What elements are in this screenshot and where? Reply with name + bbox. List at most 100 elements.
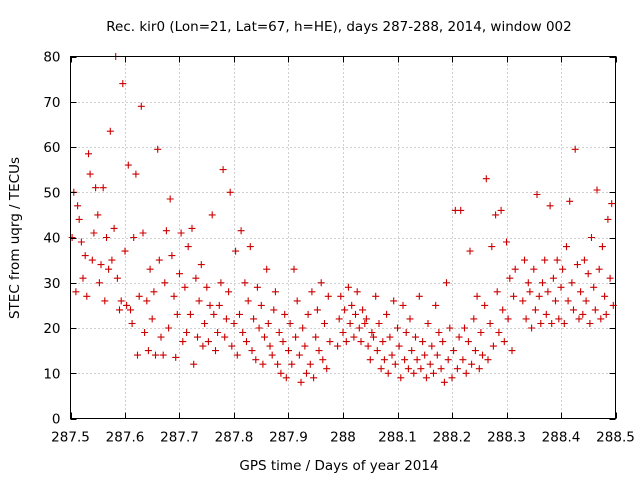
- data-point: [479, 351, 486, 359]
- data-point: [552, 297, 559, 305]
- grid-lines: [70, 56, 616, 419]
- data-point: [341, 306, 349, 314]
- data-point: [177, 229, 185, 237]
- data-point: [608, 200, 616, 208]
- data-point: [366, 356, 374, 364]
- data-point: [121, 247, 129, 255]
- data-point: [468, 360, 476, 368]
- data-point: [261, 333, 268, 341]
- data-point: [519, 297, 527, 305]
- data-point: [253, 283, 261, 291]
- data-point: [176, 270, 183, 278]
- data-point: [361, 320, 369, 327]
- data-point: [219, 166, 227, 174]
- data-point: [582, 297, 590, 305]
- x-tick-label: 287.7: [160, 430, 199, 446]
- axis-ticks: [70, 56, 617, 420]
- data-point: [397, 374, 405, 382]
- data-point: [601, 292, 609, 300]
- data-point: [103, 234, 110, 241]
- data-point: [285, 347, 292, 355]
- data-point: [306, 360, 314, 368]
- data-point: [222, 315, 230, 323]
- data-point: [370, 333, 377, 341]
- data-point: [79, 274, 87, 282]
- x-tick-label: 288.4: [542, 430, 581, 446]
- data-point: [143, 297, 151, 305]
- data-point: [419, 338, 427, 346]
- data-point: [270, 306, 278, 314]
- data-point: [199, 342, 207, 350]
- data-point: [493, 288, 501, 296]
- data-point: [461, 324, 468, 332]
- data-point: [301, 342, 309, 350]
- data-point: [208, 211, 216, 219]
- data-point: [533, 191, 541, 198]
- data-point: [77, 238, 85, 246]
- data-point: [215, 301, 223, 309]
- data-point: [435, 329, 443, 336]
- data-point: [444, 356, 452, 364]
- data-point: [457, 206, 465, 214]
- y-tick-label: 70: [43, 95, 60, 111]
- data-point: [237, 227, 245, 235]
- data-point: [380, 356, 388, 364]
- data-point: [606, 274, 614, 282]
- data-point: [161, 279, 169, 287]
- data-point: [362, 315, 370, 323]
- x-tick-label: 287.8: [215, 430, 254, 446]
- data-point: [246, 243, 254, 251]
- x-tick-label: 288: [330, 430, 356, 446]
- data-point: [263, 265, 271, 273]
- data-point: [437, 365, 445, 373]
- data-point: [522, 315, 530, 323]
- data-point: [139, 229, 147, 237]
- x-tick-label: 287.5: [51, 430, 90, 446]
- data-point: [415, 292, 423, 300]
- data-point: [116, 306, 123, 314]
- data-point: [119, 80, 127, 88]
- data-point: [350, 333, 358, 341]
- data-point: [152, 351, 159, 359]
- data-point: [541, 256, 549, 264]
- data-point: [159, 351, 167, 359]
- data-point: [252, 356, 260, 364]
- x-axis-label: GPS time / Days of year 2014: [239, 458, 438, 474]
- data-point: [135, 292, 143, 300]
- data-point: [473, 292, 481, 300]
- data-point: [212, 347, 219, 355]
- data-point: [303, 369, 310, 377]
- data-point: [150, 288, 158, 296]
- data-point: [288, 360, 296, 368]
- data-point: [101, 297, 109, 305]
- data-point: [604, 215, 612, 223]
- data-point: [503, 238, 510, 246]
- data-point: [530, 265, 538, 273]
- data-point: [172, 353, 180, 361]
- x-tick-label: 288.1: [378, 430, 417, 446]
- data-point: [146, 265, 154, 273]
- data-point: [259, 360, 267, 368]
- y-tick-label: 50: [43, 185, 60, 201]
- data-point: [492, 211, 500, 219]
- data-point: [75, 215, 83, 223]
- data-point: [535, 292, 543, 300]
- data-point: [432, 301, 440, 309]
- data-point: [313, 306, 321, 314]
- data-point: [113, 274, 121, 282]
- data-point: [292, 333, 300, 341]
- data-point: [92, 184, 100, 192]
- data-point: [401, 356, 409, 364]
- data-point: [308, 288, 316, 296]
- data-point: [470, 315, 478, 323]
- data-point: [353, 288, 361, 296]
- data-point: [372, 292, 380, 300]
- data-point: [553, 256, 561, 264]
- data-point: [94, 211, 102, 219]
- data-point: [566, 197, 574, 205]
- data-point: [266, 342, 274, 350]
- data-point: [130, 234, 138, 241]
- y-tick-label: 60: [43, 140, 60, 156]
- data-point: [455, 333, 463, 341]
- data-point: [448, 374, 456, 382]
